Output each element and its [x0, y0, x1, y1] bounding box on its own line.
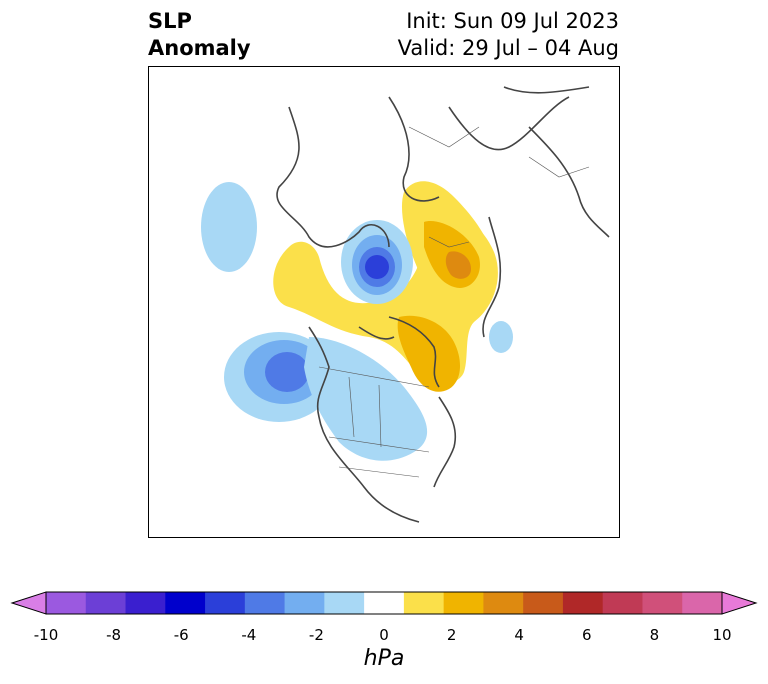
atlantic-small-low [489, 321, 513, 353]
colorbar-segment [205, 592, 246, 614]
scandinavia-high-max [445, 251, 471, 279]
init-date: Init: Sun 09 Jul 2023 [406, 9, 619, 33]
colorbar-tick-label: 8 [649, 626, 660, 644]
colorbar-tick-label: -6 [173, 626, 189, 644]
map-title: SLP Anomaly [148, 8, 251, 62]
valid-range: Valid: 29 Jul – 04 Aug [397, 36, 619, 60]
colorbar-right-arrow [721, 591, 758, 615]
siberia-small-low [201, 182, 257, 272]
colorbar-tick-label: -2 [308, 626, 324, 644]
title-line-2: Anomaly [148, 36, 251, 60]
colorbar-tick-label: 4 [514, 626, 524, 644]
forecast-dates: Init: Sun 09 Jul 2023 Valid: 29 Jul – 04… [398, 8, 619, 62]
colorbar-segment [562, 592, 604, 614]
colorbar-segment [46, 592, 87, 614]
colorbar-segment [523, 592, 564, 614]
title-line-1: SLP [148, 9, 192, 33]
colorbar-tick-label: 0 [379, 626, 389, 644]
colorbar-segment [642, 592, 683, 614]
colorbar-segment [403, 592, 445, 614]
colorbar-tick-label: -10 [33, 626, 59, 644]
colorbar-unit-label: hPa [363, 646, 405, 671]
coastlines [276, 86, 610, 523]
colorbar-segment [165, 592, 206, 614]
colorbar-left-arrow [10, 591, 47, 615]
arctic-low-core [365, 255, 389, 279]
colorbar-tick-label: -4 [241, 626, 257, 644]
colorbar-segment [682, 592, 723, 614]
colorbar-tick-label: 6 [582, 626, 592, 644]
anomaly-map [148, 66, 620, 538]
colorbar-tick-label: 10 [712, 626, 732, 644]
colorbar-tick-label: 2 [446, 626, 457, 644]
colorbar-segment [85, 592, 127, 614]
colorbar-segment [443, 592, 484, 614]
colorbar-segment [244, 592, 286, 614]
greenland-high [397, 315, 461, 392]
colorbar-segment [483, 592, 524, 614]
colorbar-tick-label: -8 [106, 626, 122, 644]
colorbar-segment [602, 592, 643, 614]
colorbar-segment [324, 592, 365, 614]
colorbar-segment [284, 592, 325, 614]
borders [318, 126, 590, 478]
colorbar-segment [125, 592, 166, 614]
north-america-negative [304, 337, 428, 461]
colorbar-segment [364, 592, 405, 614]
map-svg [201, 86, 610, 523]
colorbar [10, 591, 758, 615]
pacific-low-core [265, 352, 309, 392]
